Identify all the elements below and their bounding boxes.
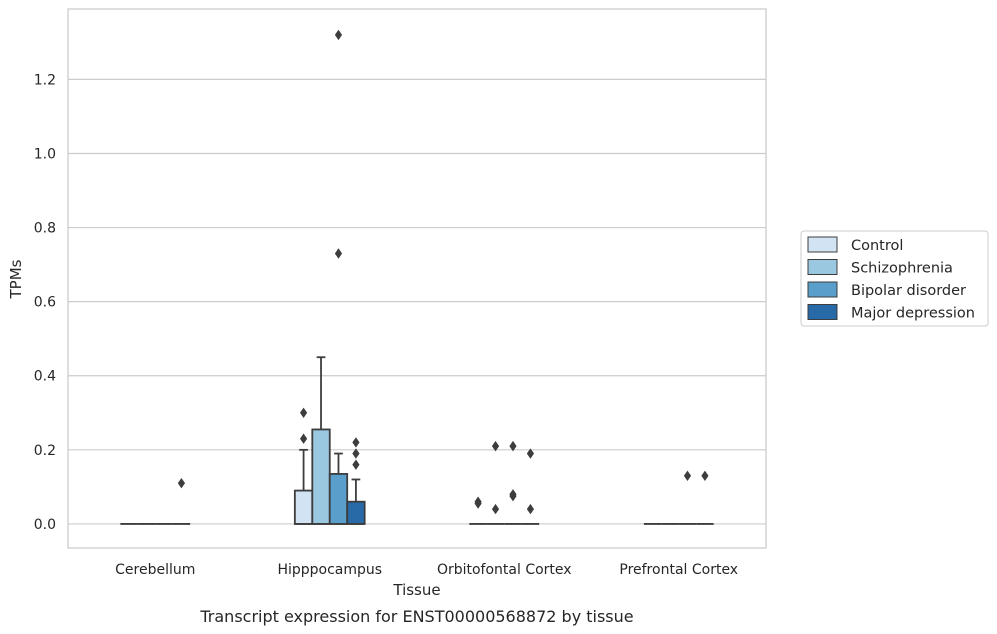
box bbox=[293, 489, 314, 525]
legend-label: Control bbox=[851, 238, 903, 254]
legend-swatch bbox=[807, 304, 838, 320]
outlier-point bbox=[509, 440, 517, 452]
figure-caption: Transcript expression for ENST0000056887… bbox=[199, 607, 633, 626]
box-group bbox=[486, 440, 505, 525]
legend-swatch bbox=[807, 281, 838, 298]
legend: Control Schizophrenia Bipolar disorder Majo… bbox=[800, 230, 989, 327]
legend-swatch bbox=[807, 236, 838, 253]
y-tick-label: 1.0 bbox=[34, 146, 56, 162]
box-group bbox=[678, 470, 697, 525]
x-tick-label: Prefrontal Cortex bbox=[619, 562, 738, 578]
box-plot-series bbox=[120, 29, 714, 525]
box-group bbox=[172, 477, 191, 525]
box-group bbox=[311, 356, 331, 525]
legend-label: Major depression bbox=[851, 306, 975, 322]
x-axis-label: Tissue bbox=[392, 581, 440, 599]
y-axis-label: TPMs bbox=[7, 259, 25, 299]
x-axis-ticks: Cerebellum Hipppocampus Orbitofontal Corte… bbox=[115, 562, 738, 578]
outlier-point bbox=[509, 490, 517, 502]
outlier-point bbox=[491, 440, 500, 452]
y-tick-label: 0.0 bbox=[34, 517, 56, 533]
outlier-point bbox=[701, 470, 709, 481]
legend-label: Schizophrenia bbox=[851, 261, 953, 277]
outlier-point bbox=[352, 459, 360, 470]
legend-swatch bbox=[807, 259, 838, 275]
x-tick-label: Hipppocampus bbox=[277, 562, 382, 578]
outlier-point bbox=[334, 248, 343, 259]
plot-frame bbox=[67, 8, 767, 549]
box-group bbox=[504, 440, 522, 525]
outlier-point bbox=[352, 437, 360, 448]
outlier-point bbox=[474, 498, 482, 509]
box bbox=[328, 473, 349, 525]
legend-frame bbox=[800, 230, 989, 327]
y-axis-ticks: 0.0 0.2 0.4 0.6 0.8 1.0 1.2 bbox=[34, 72, 56, 533]
y-tick-label: 0.4 bbox=[34, 369, 56, 385]
outlier-point bbox=[491, 503, 500, 515]
y-tick-label: 0.2 bbox=[34, 443, 56, 459]
outlier-point bbox=[352, 448, 360, 459]
box-group bbox=[293, 407, 314, 525]
outlier-point bbox=[177, 477, 186, 489]
box-group bbox=[346, 437, 366, 525]
outlier-point bbox=[526, 448, 535, 459]
box bbox=[346, 500, 366, 525]
outlier-point bbox=[526, 503, 535, 515]
legend-label: Bipolar disorder bbox=[851, 283, 966, 299]
gridlines bbox=[68, 78, 766, 525]
y-tick-label: 1.2 bbox=[34, 72, 56, 88]
outlier-point bbox=[334, 29, 343, 41]
outlier-point bbox=[683, 470, 692, 481]
y-tick-label: 0.6 bbox=[34, 295, 56, 311]
x-tick-label: Orbitofontal Cortex bbox=[437, 562, 572, 578]
y-tick-label: 0.8 bbox=[34, 221, 56, 237]
box-group bbox=[696, 470, 714, 525]
x-tick-label: Cerebellum bbox=[115, 562, 195, 578]
box bbox=[311, 428, 331, 525]
outlier-point bbox=[299, 433, 308, 444]
box-group bbox=[521, 448, 540, 525]
box-group bbox=[469, 496, 487, 525]
box-group bbox=[328, 29, 349, 525]
outlier-point bbox=[299, 407, 308, 418]
